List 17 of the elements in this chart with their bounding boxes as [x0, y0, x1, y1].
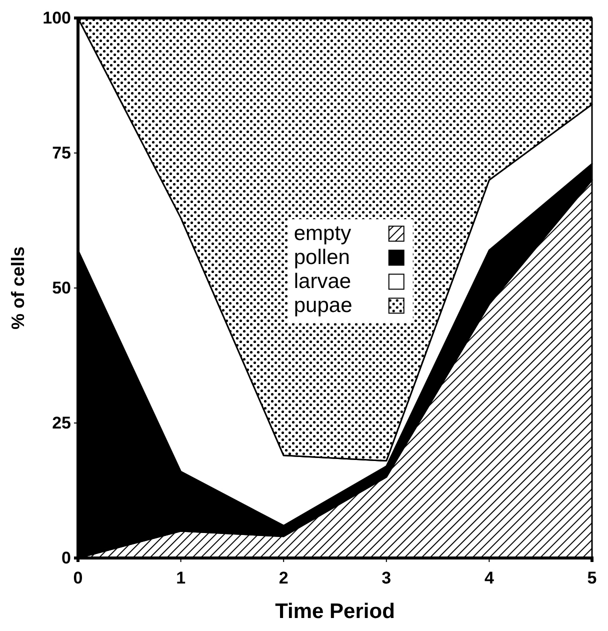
- x-tick-label: 3: [382, 568, 392, 588]
- x-tick-label: 0: [73, 568, 83, 588]
- y-tick-label: 0: [62, 548, 71, 568]
- legend-label: empty: [294, 222, 352, 246]
- legend-label: larvae: [294, 270, 352, 294]
- y-tick-label: 100: [42, 8, 71, 28]
- y-axis-title: % of cells: [8, 246, 28, 330]
- x-tick-label: 5: [587, 568, 597, 588]
- x-tick-label: 2: [278, 568, 288, 588]
- x-tick-label: 1: [176, 568, 186, 588]
- y-tick-label: 25: [52, 413, 71, 432]
- y-tick-label: 50: [52, 278, 71, 298]
- legend-label: pollen: [294, 246, 350, 270]
- x-axis-title: Time Period: [275, 600, 395, 623]
- x-tick-label: 4: [484, 568, 494, 588]
- legend-label: pupae: [294, 294, 352, 318]
- y-tick-label: 75: [52, 143, 71, 162]
